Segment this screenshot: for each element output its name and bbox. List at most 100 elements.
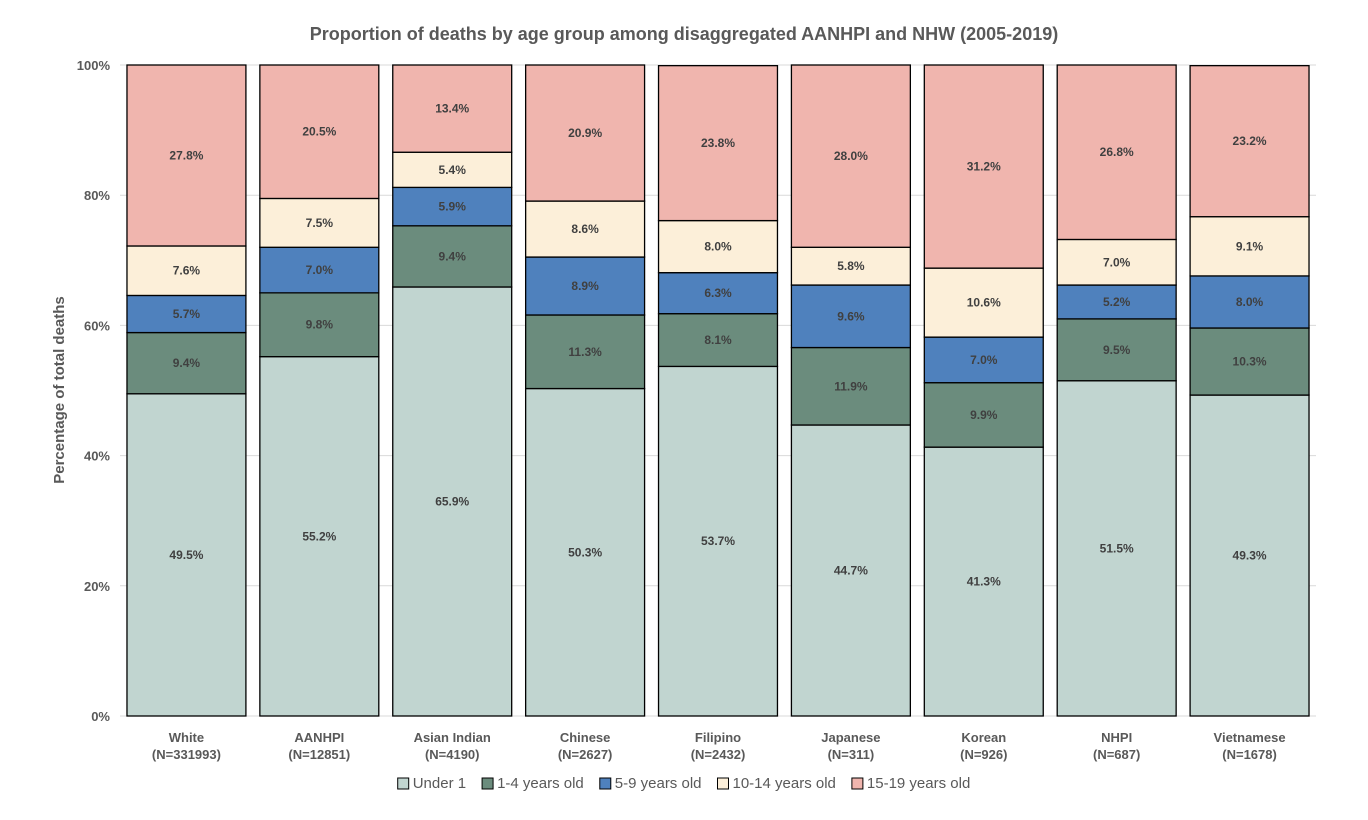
bar-segment xyxy=(1189,65,1310,218)
legend-swatch xyxy=(599,777,612,790)
y-axis-ticks: 0% 20% 40% 60% 80% 100% xyxy=(77,58,111,724)
data-label: 23.8% xyxy=(701,136,735,150)
data-label: 20.5% xyxy=(302,125,336,139)
y-tick-label: 80% xyxy=(84,188,110,203)
legend-label: Under 1 xyxy=(413,775,466,792)
bar-stack: 51.5% 9.5% 5.2% 7.0% 26.8% xyxy=(1056,64,1177,717)
y-axis-label: Percentage of total deaths xyxy=(51,296,68,484)
data-label: 20.9% xyxy=(568,126,602,140)
data-label: 31.2% xyxy=(967,160,1001,174)
data-label: 27.8% xyxy=(169,148,203,162)
data-label: 49.3% xyxy=(1233,549,1267,563)
x-tick-label: Asian Indian (N=4190) xyxy=(414,730,491,762)
bar-segment xyxy=(259,197,380,248)
legend-swatch xyxy=(397,777,410,790)
data-label: 44.7% xyxy=(834,564,868,578)
y-tick-label: 100% xyxy=(77,58,111,73)
data-label: 6.3% xyxy=(704,286,732,300)
data-label: 9.5% xyxy=(1103,343,1131,357)
legend: Under 1 1-4 years old 5-9 years old 10-14 y… xyxy=(397,775,970,792)
bar-segment xyxy=(790,246,912,286)
legend-label: 5-9 years old xyxy=(615,775,702,792)
bar-segment xyxy=(657,313,779,368)
data-label: 9.1% xyxy=(1236,239,1264,253)
bar-segment xyxy=(657,272,779,315)
legend-item: 1-4 years old xyxy=(481,775,584,792)
legend-label: 1-4 years old xyxy=(497,775,584,792)
legend-item: 5-9 years old xyxy=(599,775,702,792)
bar-segment xyxy=(259,355,380,717)
data-label: 5.7% xyxy=(173,307,201,321)
bar-segment xyxy=(524,64,646,202)
data-label: 5.2% xyxy=(1103,295,1131,309)
legend-swatch xyxy=(716,777,729,790)
bar-segment xyxy=(392,286,513,717)
bar-segment xyxy=(126,64,247,247)
legend-label: 10-14 years old xyxy=(732,775,835,792)
legend-swatch xyxy=(851,777,864,790)
bar-segment xyxy=(657,365,779,717)
x-axis-ticks: White (N=331993) AANHPI (N=12851) Asian Indi… xyxy=(152,730,1286,762)
bar-segment xyxy=(126,331,247,395)
legend-label: 15-19 years old xyxy=(867,775,970,792)
data-label: 7.0% xyxy=(970,353,998,367)
data-label: 11.9% xyxy=(834,379,868,393)
bars: 49.5% 9.4% 5.7% 7.6% 27.8% 55.2% 9.8% 7.0% 7.5% 2… xyxy=(126,64,1310,717)
bar-segment xyxy=(790,284,912,349)
x-tick-label: Japanese (N=311) xyxy=(821,730,880,762)
y-tick-label: 60% xyxy=(84,318,110,333)
y-tick-label: 0% xyxy=(91,709,110,724)
legend-item: 10-14 years old xyxy=(716,775,836,792)
data-label: 8.0% xyxy=(704,240,732,254)
data-label: 9.6% xyxy=(837,309,865,323)
bar-segment xyxy=(259,292,380,358)
bar-stack: 41.3% 9.9% 7.0% 10.6% 31.2% xyxy=(923,64,1044,717)
bar-segment xyxy=(1189,216,1310,277)
y-tick-label: 20% xyxy=(84,579,110,594)
bar-segment xyxy=(524,387,646,717)
bar-segment xyxy=(524,200,646,258)
bar-stack: 55.2% 9.8% 7.0% 7.5% 20.5% xyxy=(259,64,380,717)
data-label: 11.3% xyxy=(568,345,602,359)
bar-segment xyxy=(1056,284,1177,320)
bar-segment xyxy=(1056,318,1177,382)
bar-stack: 50.3% 11.3% 8.9% 8.6% 20.9% xyxy=(524,64,646,717)
data-label: 23.2% xyxy=(1233,134,1267,148)
bar-segment xyxy=(1189,394,1310,717)
data-label: 55.2% xyxy=(302,529,336,543)
bar-segment xyxy=(392,151,513,189)
data-label: 51.5% xyxy=(1100,541,1134,555)
bar-segment xyxy=(790,64,912,248)
bar-segment xyxy=(790,424,912,717)
data-label: 13.4% xyxy=(435,102,469,116)
bar-segment xyxy=(923,64,1044,269)
data-label: 9.9% xyxy=(970,408,998,422)
data-label: 9.8% xyxy=(306,318,334,332)
data-label: 10.6% xyxy=(967,296,1001,310)
x-tick-label: Vietnamese (N=1678) xyxy=(1214,730,1286,762)
data-label: 49.5% xyxy=(169,548,203,562)
data-label: 53.7% xyxy=(701,534,735,548)
bar-segment xyxy=(259,64,380,200)
data-label: 5.4% xyxy=(439,163,467,177)
bar-segment xyxy=(392,186,513,227)
data-label: 9.4% xyxy=(439,249,467,263)
x-tick-label: Filipino (N=2432) xyxy=(691,730,746,762)
bar-segment xyxy=(657,65,779,222)
data-label: 50.3% xyxy=(568,545,602,559)
data-label: 7.6% xyxy=(173,264,201,278)
data-label: 8.6% xyxy=(571,222,599,236)
bar-segment xyxy=(126,294,247,334)
x-tick-label: Chinese (N=2627) xyxy=(558,730,613,762)
bar-stack: 49.5% 9.4% 5.7% 7.6% 27.8% xyxy=(126,64,247,717)
bar-segment xyxy=(392,64,513,153)
legend-item: Under 1 xyxy=(397,775,466,792)
data-label: 5.8% xyxy=(837,259,865,273)
bar-segment xyxy=(1056,64,1177,241)
legend-swatch xyxy=(481,777,494,790)
bar-segment xyxy=(923,382,1044,448)
data-label: 7.0% xyxy=(306,263,334,277)
data-label: 8.1% xyxy=(704,333,732,347)
